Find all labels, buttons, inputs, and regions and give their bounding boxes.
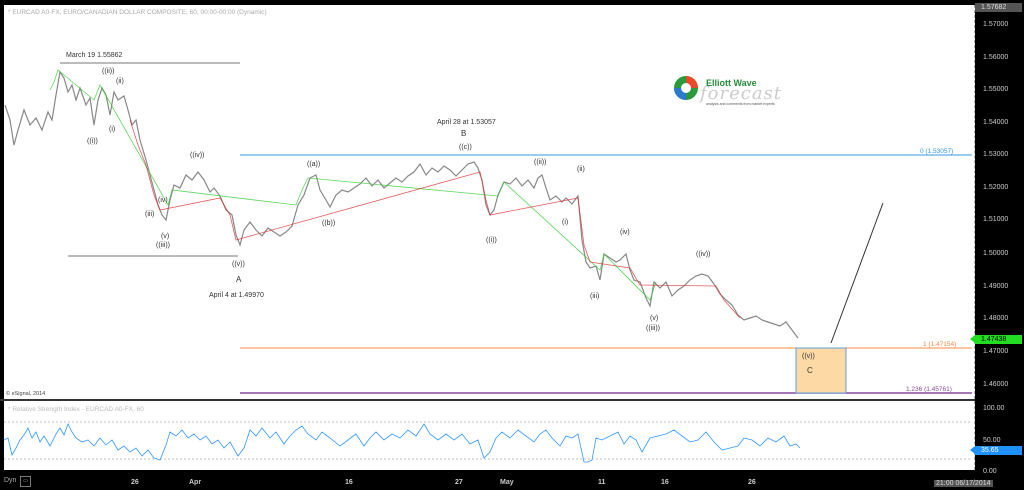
price-axis-label: 1.57000: [983, 21, 1009, 28]
chart-title: * EURCAD A0-FX, EURO/CANADIAN DOLLAR COM…: [8, 9, 267, 16]
wave-label-A: A: [236, 275, 242, 284]
current-price-tag: 1.47438: [970, 335, 1022, 344]
wave-label: (iii): [590, 293, 600, 300]
wave-label: ((i)): [87, 138, 98, 145]
wave-label: ((ii)): [534, 159, 547, 166]
logo-title: Elliott Wave: [706, 78, 757, 88]
wave-label: (iv): [158, 197, 168, 204]
price-axis-label: 1.50000: [983, 250, 1009, 257]
annotation-april4: April 4 at 1.49970: [209, 292, 264, 299]
price-axis-label: 1.46000: [983, 381, 1009, 388]
wave-label: (i): [109, 126, 116, 133]
price-axis-label: 1.47000: [983, 348, 1009, 355]
wave-label: ((v)): [802, 353, 815, 360]
rsi-title: * Relative Strength Index - EURCAD A0-FX…: [8, 406, 144, 413]
wave-label: (iv): [620, 229, 630, 236]
price-axis-label: 1.53000: [983, 151, 1009, 158]
price-axis-label: 1.52000: [983, 184, 1009, 191]
wave-label: ((a)): [307, 161, 321, 168]
wave-label: ((iv)): [696, 251, 711, 258]
price-axis-label: 1.51000: [983, 216, 1009, 223]
dyn-toggle-button[interactable]: ▭: [20, 476, 31, 487]
x-tick: 11: [598, 479, 606, 486]
wave-label: ((ii)): [102, 68, 115, 75]
wave-label: ((c)): [459, 144, 472, 151]
rsi-axis-label: 0.00: [983, 468, 997, 475]
wave-label-C: C: [807, 366, 813, 375]
x-tick: 26: [131, 479, 139, 486]
fib-level-1: 1 (1.47154): [923, 341, 957, 348]
price-axis-label: 1.55000: [983, 86, 1009, 93]
top-toolbar: [0, 0, 1024, 5]
x-tick: Apr: [189, 479, 202, 486]
wave-label-B: B: [461, 129, 467, 138]
x-tick: 16: [661, 479, 669, 486]
wave-label: (i): [562, 219, 569, 226]
wave-label: ((iv)): [190, 152, 205, 159]
axis-top-price-tag: 1.57682: [975, 3, 1022, 12]
price-axis-label: 1.54000: [983, 119, 1009, 126]
wave-label: ((i)): [486, 237, 497, 244]
price-axis-label: 1.49000: [983, 283, 1009, 290]
rsi-axis-label: 50.00: [983, 437, 1001, 444]
logo-swirl-icon: [674, 76, 698, 100]
wave-label: ((iii)): [646, 325, 660, 332]
rsi-axis-label: 100.00: [983, 405, 1005, 412]
wave-label: ((iii)): [156, 242, 170, 249]
timestamp: 21:00 06/17/2014: [934, 480, 993, 487]
price-chart-pane[interactable]: [4, 5, 975, 399]
wave-label: ((b)): [322, 220, 336, 227]
wave-label: (iii): [145, 211, 155, 218]
rsi-pane[interactable]: [4, 401, 975, 470]
x-tick: 16: [345, 479, 353, 486]
wave-label: (ii): [577, 166, 585, 173]
pane-separator[interactable]: [0, 399, 1024, 401]
rsi-value-tag: 35.65: [970, 446, 1022, 455]
annotation-april28: April 28 at 1.53057: [437, 119, 496, 126]
wave-label: ((v)): [232, 261, 245, 268]
logo-script: forecast: [700, 83, 783, 104]
dyn-label: Dyn: [4, 477, 17, 484]
annotation-march19: March 19 1.55862: [66, 52, 123, 59]
wave-label: (v): [650, 315, 659, 322]
x-tick: May: [500, 479, 514, 486]
wave-label: (ii): [116, 78, 124, 85]
logo-tagline: analysis and comments from market expert…: [706, 102, 775, 106]
fib-level-0: 0 (1.53057): [920, 148, 954, 155]
price-axis-label: 1.48000: [983, 315, 1009, 322]
price-axis[interactable]: [975, 0, 1024, 490]
x-tick: 26: [748, 479, 756, 486]
wave-label: (v): [161, 233, 170, 240]
fib-level-1236: 1.236 (1.45761): [906, 386, 952, 393]
x-tick: 27: [455, 479, 463, 486]
price-axis-label: 1.56000: [983, 54, 1009, 61]
time-axis[interactable]: [0, 470, 975, 490]
elliott-wave-forecast-logo: forecast Elliott Wave analysis and comme…: [672, 70, 802, 110]
copyright: © eSignal, 2014: [6, 391, 46, 397]
